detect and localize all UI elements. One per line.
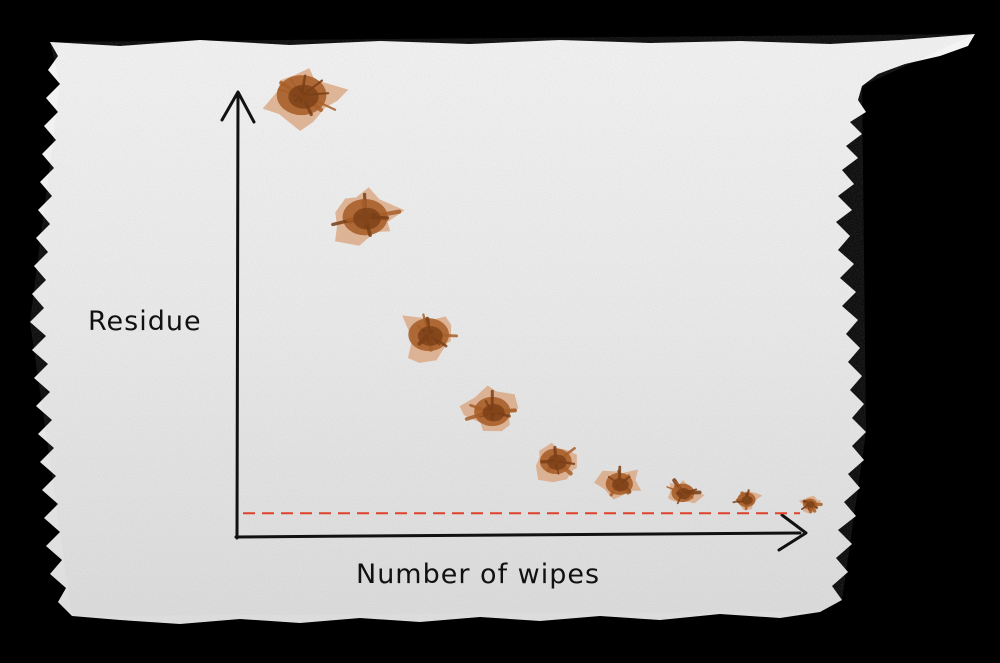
data-point-8	[732, 489, 763, 511]
paper-towel	[30, 34, 975, 624]
data-point-7	[666, 478, 705, 505]
y-axis-arrowhead	[220, 90, 256, 124]
data-point-5	[535, 442, 577, 483]
stain-core	[612, 478, 629, 492]
x-axis-line	[234, 531, 802, 539]
x-axis-arrowhead	[777, 513, 808, 552]
stain-core	[741, 495, 753, 505]
stain-core	[482, 403, 505, 422]
data-point-4	[459, 385, 519, 432]
data-series	[262, 68, 823, 514]
x-axis-label: Number of wipes	[356, 559, 600, 590]
stain-core	[547, 454, 567, 470]
stain-core	[806, 501, 815, 508]
data-point-6	[594, 465, 642, 500]
stain-core	[353, 207, 381, 230]
data-point-3	[402, 313, 459, 363]
data-point-2	[331, 187, 405, 246]
paper-texture	[30, 34, 975, 616]
y-axis-line	[235, 94, 240, 540]
stain-core	[288, 84, 319, 109]
axes	[220, 90, 808, 552]
stain-core	[417, 326, 443, 346]
data-point-9	[798, 495, 823, 514]
y-axis-label: Residue	[88, 306, 202, 337]
data-point-1	[262, 68, 349, 131]
stain-core	[676, 488, 691, 500]
